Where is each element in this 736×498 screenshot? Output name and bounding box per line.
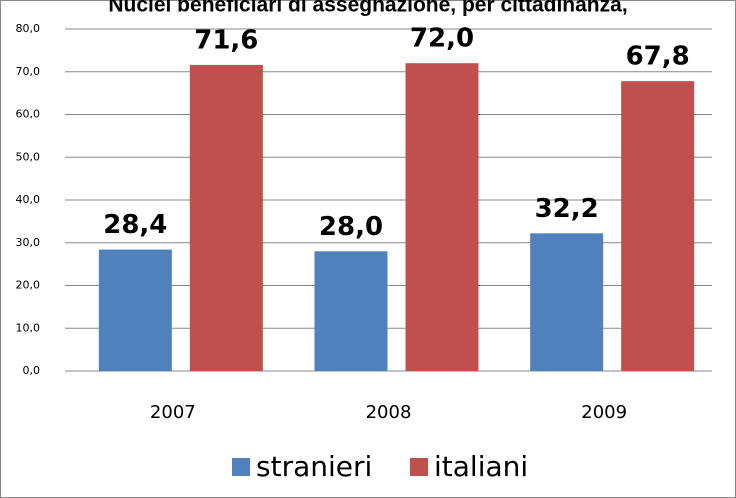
legend-label: italiani: [434, 450, 528, 483]
x-tick-label: 2007: [150, 402, 196, 423]
legend-label: stranieri: [256, 450, 372, 483]
bar: [621, 81, 695, 371]
value-label: 28,4: [103, 210, 167, 240]
y-tick-label: 60,0: [16, 108, 41, 121]
bar: [98, 249, 172, 371]
legend-swatch: [410, 458, 428, 476]
y-tick-label: 80,0: [16, 22, 41, 35]
bar: [314, 251, 388, 371]
bar: [530, 233, 604, 371]
x-tick-label: 2009: [581, 402, 627, 423]
legend-swatch: [232, 458, 250, 476]
y-tick-label: 40,0: [16, 193, 41, 206]
chart-title: Nuclei beneficiari di assegnazione, per …: [108, 0, 627, 17]
value-label: 72,0: [410, 24, 474, 54]
y-tick-label: 50,0: [16, 150, 41, 163]
x-tick-label: 2008: [366, 402, 412, 423]
y-tick-label: 70,0: [16, 65, 41, 78]
bar: [405, 63, 479, 371]
y-tick-label: 20,0: [16, 279, 41, 292]
value-label: 71,6: [194, 25, 258, 55]
value-label: 67,8: [626, 42, 690, 72]
bar: [189, 64, 263, 371]
value-label: 28,0: [319, 212, 383, 242]
y-tick-label: 10,0: [16, 321, 41, 334]
y-tick-label: 30,0: [16, 236, 41, 249]
value-label: 32,2: [535, 194, 599, 224]
y-tick-label: 0,0: [23, 364, 41, 377]
